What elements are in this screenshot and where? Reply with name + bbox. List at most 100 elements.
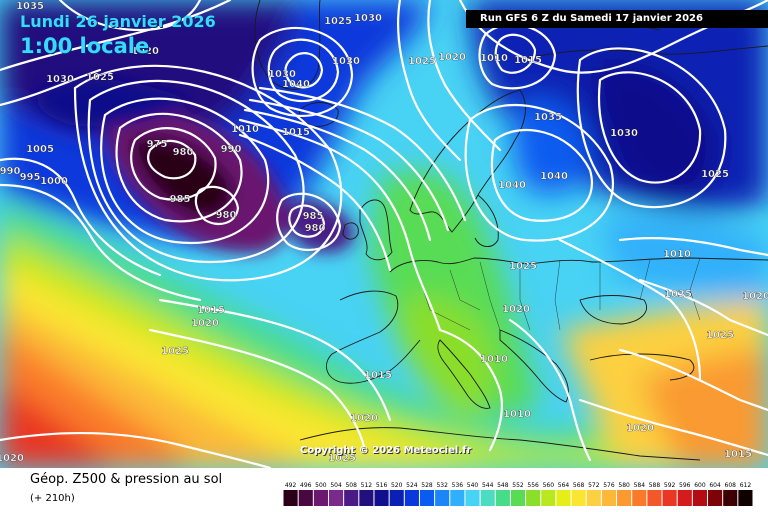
- legend-tick-label: 516: [376, 482, 388, 489]
- legend-tick-label: 508: [345, 482, 357, 489]
- legend-tick-label: 520: [391, 482, 403, 489]
- isobar-label: 1040: [498, 180, 526, 191]
- isobar-label: 1040: [282, 79, 310, 90]
- legend-swatch: [586, 490, 601, 506]
- isobar-label: 990: [0, 166, 20, 177]
- isobar-label: 995: [20, 172, 41, 183]
- isobar-label: 980: [305, 223, 326, 234]
- isobar-label: 1020: [438, 52, 466, 63]
- legend-tick-label: 500: [315, 482, 327, 489]
- legend-swatch: [617, 490, 632, 506]
- legend-tick-label: 576: [603, 482, 615, 489]
- legend-tick-label: 504: [330, 482, 342, 489]
- isobar-label: 1015: [724, 449, 752, 460]
- copyright-notice: Copyright © 2026 Meteociel.fr: [300, 445, 472, 456]
- isobar-label: 1025: [161, 346, 189, 357]
- legend-tick-label: 548: [497, 482, 509, 489]
- isobar-label: 1020: [742, 291, 768, 302]
- isobar-label: 1020: [191, 318, 219, 329]
- isobar-label: 1030: [610, 128, 638, 139]
- isobar-label: 990: [221, 144, 242, 155]
- legend-tick-label: 528: [421, 482, 433, 489]
- isobar-label: 1010: [663, 249, 691, 260]
- isobar-label: 985: [303, 211, 324, 222]
- legend-tick-label: 592: [664, 482, 676, 489]
- isobar-label: 1040: [540, 171, 568, 182]
- legend-tick-label: 552: [512, 482, 524, 489]
- legend-swatch: [480, 490, 495, 506]
- isobar-label: 1025: [509, 261, 537, 272]
- isobar-label: 1025: [701, 169, 729, 180]
- isobar-label: 1015: [197, 305, 225, 316]
- legend-tick-label: 604: [709, 482, 721, 489]
- legend-tick-label: 536: [452, 482, 464, 489]
- legend-tick-label: 588: [649, 482, 661, 489]
- isobar-label: 1010: [231, 124, 259, 135]
- isobar-label: 1035: [664, 289, 692, 300]
- legend-swatch: [526, 490, 541, 506]
- legend-swatch: [298, 490, 313, 506]
- legend-tick-label: 564: [558, 482, 570, 489]
- legend-swatch: [374, 490, 389, 506]
- isobar-label: 1025: [706, 330, 734, 341]
- legend-tick-label: 556: [527, 482, 539, 489]
- legend-tick-label: 600: [694, 482, 706, 489]
- forecast-date: Lundi 26 janvier 2026: [20, 12, 216, 31]
- isobar-label: 1035: [16, 1, 44, 12]
- isobar-label: 1025: [86, 72, 114, 83]
- color-scale-legend: 492 496 500 504 508 512 516 520 524 528 532 536 540 5…: [283, 482, 753, 506]
- legend-swatch: [708, 490, 723, 506]
- isobar-label: 1020: [0, 453, 24, 464]
- legend-tick-label: 584: [634, 482, 646, 489]
- isobar-label: 1020: [350, 413, 378, 424]
- legend-swatch: [723, 490, 738, 506]
- legend-swatch: [465, 490, 480, 506]
- legend-tick-label: 572: [588, 482, 600, 489]
- legend-swatch: [359, 490, 374, 506]
- legend-tick-label: 524: [406, 482, 418, 489]
- isobars: [0, 0, 768, 468]
- isobar-label: 1030: [46, 74, 74, 85]
- legend-swatch: [283, 490, 298, 506]
- legend-swatch: [495, 490, 510, 506]
- legend-swatch: [632, 490, 647, 506]
- legend-tick-label: 544: [482, 482, 494, 489]
- legend-tick-label: 496: [300, 482, 312, 489]
- isobar-label: 1025: [328, 453, 356, 464]
- isobar-label: 1020: [626, 423, 654, 434]
- isobar-label: 1005: [26, 144, 54, 155]
- legend-swatch: [450, 490, 465, 506]
- legend-swatch: [389, 490, 404, 506]
- legend-tick-label: 512: [361, 482, 373, 489]
- forecast-time: 1:00 locale: [20, 34, 150, 58]
- isobar-label: 1010: [503, 409, 531, 420]
- isobar-label: 1025: [324, 16, 352, 27]
- isobar-label: 1010: [480, 354, 508, 365]
- isobar-label: 1030: [354, 13, 382, 24]
- isobar-label: 1010: [480, 53, 508, 64]
- legend-tick-label: 492: [285, 482, 297, 489]
- isobar-label: 980: [216, 210, 237, 221]
- legend-tick-label: 608: [725, 482, 737, 489]
- isobar-label: 975: [147, 139, 168, 150]
- isobar-label: 1015: [514, 55, 542, 66]
- legend-swatch: [677, 490, 692, 506]
- isobar-label: 1025: [408, 56, 436, 67]
- isobar-label: 1020: [502, 304, 530, 315]
- legend-tick-label: 540: [467, 482, 479, 489]
- legend-swatch: [313, 490, 328, 506]
- legend-swatch: [556, 490, 571, 506]
- legend-tick-label: 580: [618, 482, 630, 489]
- isobar-label: 1030: [332, 56, 360, 67]
- legend-swatch: [419, 490, 435, 506]
- legend-swatch: [404, 490, 419, 506]
- legend-tick-label: 596: [679, 482, 691, 489]
- legend-swatch: [662, 490, 677, 506]
- map-title: Géop. Z500 & pression au sol: [30, 472, 223, 487]
- isobar-label: 1020: [131, 46, 159, 57]
- legend-swatch: [692, 490, 708, 506]
- forecast-offset: (+ 210h): [30, 493, 75, 504]
- legend-swatch: [647, 490, 662, 506]
